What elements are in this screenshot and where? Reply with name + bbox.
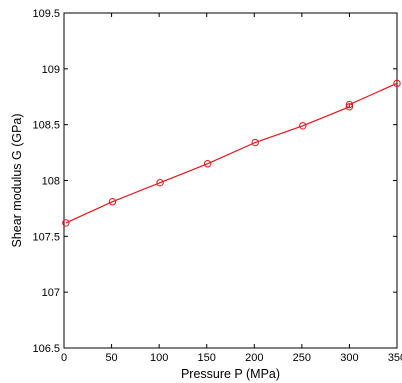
y-axis-title: Shear modulus G (GPa) <box>10 113 24 247</box>
y-tick-label: 108.5 <box>32 120 60 132</box>
y-tick-label: 107.5 <box>32 231 60 243</box>
data-point <box>108 198 117 206</box>
data-point <box>393 79 401 88</box>
data-point <box>62 219 70 227</box>
y-tick-label: 106.5 <box>32 343 60 355</box>
series-line <box>65 82 398 224</box>
x-axis-title: Pressure P (MPa) <box>181 367 280 381</box>
plot-area <box>63 12 398 349</box>
y-tick-label: 107 <box>42 287 60 299</box>
x-tick-label: 350 <box>388 352 402 364</box>
y-tick-label: 108 <box>42 176 60 188</box>
tick-marks <box>63 12 398 349</box>
x-tick-label: 300 <box>340 352 358 364</box>
data-point <box>156 179 164 187</box>
data-point <box>203 160 212 168</box>
data-point <box>345 100 354 109</box>
data-point <box>299 122 307 130</box>
data-point <box>251 138 259 147</box>
series-markers <box>62 79 401 227</box>
x-tick-label: 50 <box>105 352 117 364</box>
x-tick-label: 150 <box>198 352 216 364</box>
x-tick-label: 0 <box>61 352 67 364</box>
x-tick-label: 200 <box>245 352 263 364</box>
tick-labels: 0 50 100 150 200 250 300 350 106.5 107 107.5 108 108… <box>32 8 402 364</box>
data-point <box>345 103 354 111</box>
x-tick-label: 100 <box>150 352 168 364</box>
y-tick-label: 109 <box>42 64 60 76</box>
y-tick-label: 109.5 <box>32 8 60 20</box>
x-tick-label: 250 <box>293 352 311 364</box>
